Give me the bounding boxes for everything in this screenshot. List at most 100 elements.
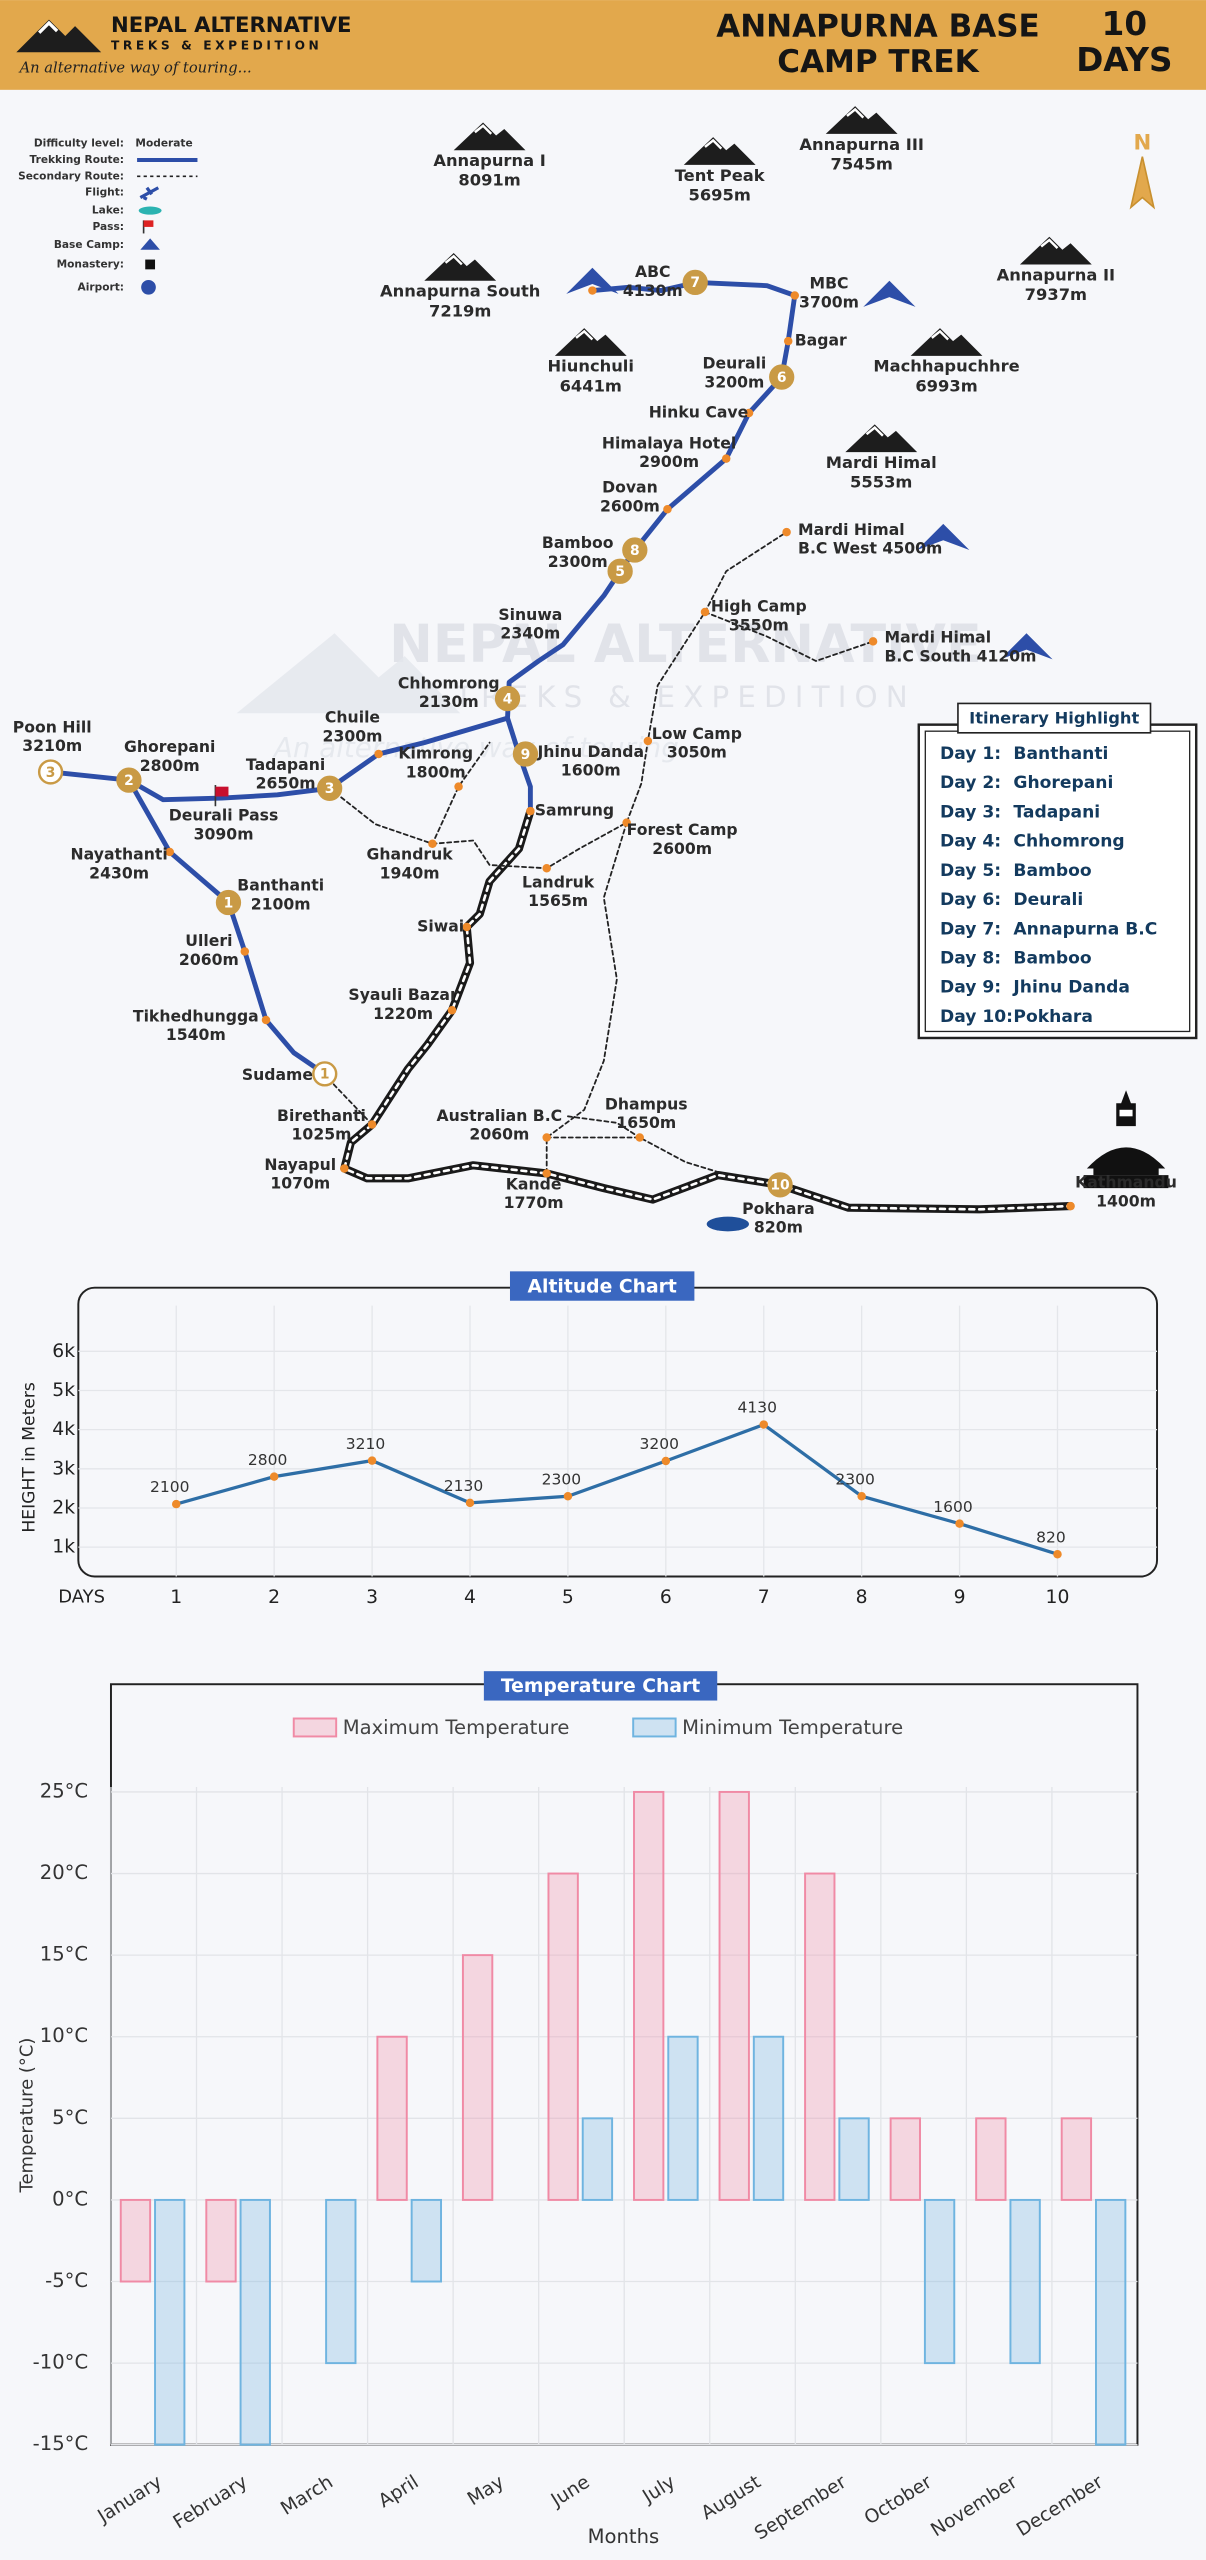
place-altitude: B.C West 4500m [798,539,942,558]
x-tick-label: March [277,2472,337,2520]
stupa-icon [1119,1109,1133,1117]
y-tick-label: 15°C [40,1943,88,1966]
place-altitude: 2800m [140,756,200,775]
place-name: Bamboo [542,533,614,552]
base-camp-icon [863,280,916,307]
x-tick-label: 7 [758,1587,770,1608]
secondary-route [431,531,788,870]
place-name: Deurali Pass [169,806,279,825]
mountain-snow [931,329,950,341]
place-dot [367,1120,377,1129]
y-tick-label: -15°C [33,2432,88,2455]
place-dot [165,847,174,857]
itinerary-day: Day 1: [940,744,1001,764]
watermark: An alternative way of touring... [272,731,705,764]
stupa-icon [1086,1090,1166,1176]
x-tick-label: June [547,2472,594,2512]
day-marker [512,741,539,767]
x-axis-label: Months [588,2525,660,2548]
mountain-name: Mardi Himal [826,453,937,472]
legend-swatch [292,1717,338,1738]
mountain-snow [575,329,594,341]
temperature-bar [1060,2117,1093,2201]
place-name: ABC [635,262,671,281]
mountain-icon [845,424,918,453]
x-tick-label: 3 [366,1587,378,1608]
legend-symbol [139,186,160,201]
temperature-bar [205,2198,237,2283]
temperature-bar [1095,2198,1127,2446]
place-dot [643,736,653,746]
logo-sub: TREKS & EXPEDITION [111,38,322,52]
temperature-bar [1009,2198,1041,2365]
place-name: Sudame [242,1065,313,1084]
place-altitude: 2060m [179,950,239,969]
place-altitude: B.C South 4120m [885,646,1037,665]
place-name: High Camp [711,597,807,616]
legend-label: Difficulty level: [34,138,124,150]
mountain-altitude: 6993m [915,376,977,395]
x-tick-label: 1 [170,1587,182,1608]
y-tick-label: -10°C [33,2351,88,2374]
mountain-altitude: 5553m [850,473,912,492]
place-name: Himalaya Hotel [602,433,736,452]
place-altitude: 1565m [528,891,588,910]
altitude-line [175,1422,1058,1556]
place-altitude: 2900m [639,452,699,471]
value-label: 2800 [248,1451,287,1469]
place-name: Chhomrong [398,673,500,692]
place-dot [542,864,551,873]
place-altitude: 1600m [561,761,621,780]
logo-mountain [16,19,102,53]
legend-label: Lake: [92,205,124,217]
itinerary-day: Day 10: [940,1007,1013,1027]
altitude-point [857,1491,866,1501]
temperature-bar [547,1872,579,2201]
place-name: Pokhara [742,1199,815,1218]
itinerary-place: Bamboo [1013,949,1091,969]
compass-label: N [1133,131,1151,156]
place-name: Jhinu Danda [536,742,644,761]
place-dot [526,806,535,816]
day-marker [607,558,633,584]
itinerary-place: Bamboo [1013,861,1091,881]
place-altitude: 4130m [623,281,683,300]
value-label: 2300 [835,1470,874,1488]
x-tick-label: 9 [954,1587,966,1608]
itinerary-day: Day 5: [940,861,1001,881]
temperature-bar [718,1790,750,2201]
day-marker-number: 8 [630,543,640,559]
x-tick-label: 10 [1046,1587,1070,1608]
day-marker-number: 1 [224,895,234,911]
legend-label: Base Camp: [54,239,124,251]
altitude-point [465,1498,475,1508]
secondary-route [545,1136,729,1176]
place-dot [462,922,471,932]
trekking-route [126,279,798,803]
place-dot [240,947,250,956]
place-dot [447,1005,457,1015]
place-altitude: 3700m [799,292,859,311]
y-tick-label: 10°C [40,2024,88,2047]
place-name: Mardi Himal [885,628,992,647]
mountain-name: Annapurna South [380,282,540,301]
secondary-route [323,1072,373,1126]
place-altitude: 2300m [548,552,608,571]
temperature-bar [119,2198,152,2283]
legend-symbol [140,238,160,250]
itinerary-box [917,723,1198,1040]
place-name: Chuile [325,708,380,727]
place-dot [783,336,793,346]
place-name: Nayapul [264,1155,336,1174]
mountain-name: Hiunchuli [548,357,634,376]
place-altitude: 2600m [652,839,712,858]
legend-value: Moderate [135,138,192,150]
place-name: MBC [810,274,849,293]
trekking-route [505,715,533,814]
legend-symbol [145,259,156,270]
place-name: Ulleri [185,931,232,950]
y-tick-label: 0°C [52,2187,88,2210]
day-marker [769,364,795,390]
day-marker [622,537,648,563]
